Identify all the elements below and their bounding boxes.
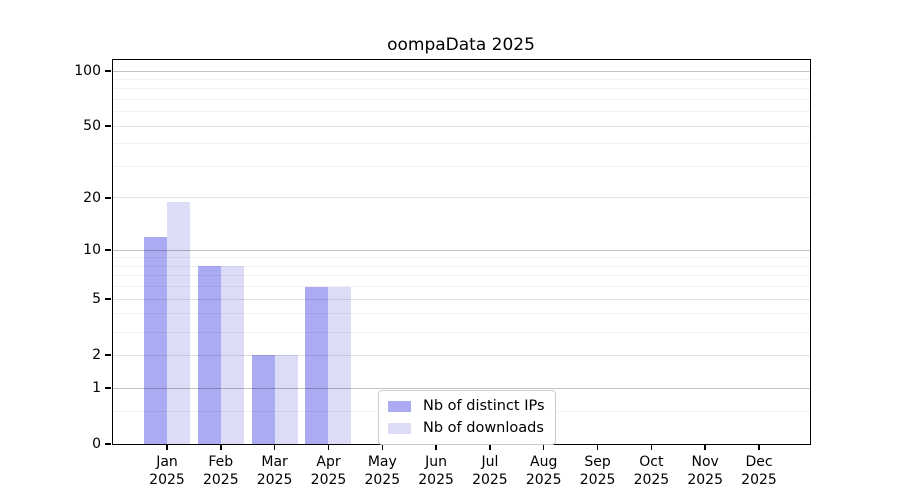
gridline-y-50 <box>113 125 810 127</box>
y-tick-label-50: 50 <box>83 118 101 135</box>
bar-nb-of-downloads-jan <box>167 201 190 444</box>
x-tick-label-oct: Oct 2025 <box>633 454 670 488</box>
x-tick-mar <box>273 444 276 450</box>
y-tick-label-5: 5 <box>92 291 101 308</box>
x-tick-label-feb: Feb 2025 <box>202 454 239 488</box>
gridline-y-3 <box>113 331 810 333</box>
bar-nb-of-distinct-ips-feb <box>197 266 221 444</box>
chart-title: oompaData 2025 <box>387 35 535 55</box>
x-tick-label-jun: Jun 2025 <box>418 454 454 488</box>
legend-item-downloads: Nb of downloads <box>388 419 545 438</box>
x-tick-label-apr: Apr 2025 <box>310 454 347 488</box>
bar-nb-of-downloads-apr <box>328 286 352 444</box>
gridline-y-2 <box>113 354 810 356</box>
y-tick-100 <box>105 70 111 72</box>
x-tick-oct <box>650 444 653 450</box>
bar-nb-of-downloads-mar <box>274 355 298 444</box>
legend-swatch-downloads <box>388 423 411 434</box>
bar-nb-of-distinct-ips-jan <box>144 236 167 444</box>
x-tick-jun <box>435 444 437 450</box>
y-tick-label-2: 2 <box>92 347 101 364</box>
legend-item-distinct-ips: Nb of distinct IPs <box>388 397 545 416</box>
x-tick-jan <box>166 444 168 450</box>
gridline-y-100 <box>113 70 810 72</box>
gridline-y-40 <box>113 143 810 145</box>
legend-label-downloads: Nb of downloads <box>423 420 544 436</box>
bar-nb-of-downloads-feb <box>220 266 244 444</box>
legend: Nb of distinct IPs Nb of downloads <box>378 390 556 445</box>
x-tick-label-sep: Sep 2025 <box>579 454 616 488</box>
x-tick-label-jul: Jul 2025 <box>472 454 508 488</box>
gridline-y-70 <box>113 99 810 100</box>
x-tick-label-mar: Mar 2025 <box>256 454 293 488</box>
y-tick-5 <box>105 298 111 300</box>
gridline-y-10 <box>113 249 810 251</box>
gridline-y-80 <box>113 88 810 90</box>
gridline-y-7 <box>113 275 810 277</box>
x-tick-apr <box>327 444 330 450</box>
x-tick-sep <box>596 444 599 450</box>
y-tick-20 <box>105 197 111 199</box>
x-tick-label-jan: Jan 2025 <box>149 454 185 488</box>
x-tick-label-aug: Aug 2025 <box>525 454 562 488</box>
x-tick-label-dec: Dec 2025 <box>741 454 777 488</box>
bar-nb-of-distinct-ips-mar <box>251 355 275 444</box>
y-tick-10 <box>105 249 111 251</box>
y-tick-label-20: 20 <box>83 189 101 206</box>
gridline-y-4 <box>113 313 810 315</box>
x-tick-label-nov: Nov 2025 <box>687 454 723 488</box>
gridline-y-8 <box>113 265 810 267</box>
x-tick-label-may: May 2025 <box>364 454 401 488</box>
y-tick-label-10: 10 <box>83 242 101 259</box>
bar-nb-of-distinct-ips-apr <box>305 286 329 444</box>
y-tick-1 <box>105 387 111 389</box>
y-tick-0 <box>105 443 111 445</box>
x-tick-jul <box>489 444 491 450</box>
y-tick-label-100: 100 <box>74 63 101 79</box>
gridline-y-9 <box>113 257 810 259</box>
legend-label-distinct-ips: Nb of distinct IPs <box>423 398 545 414</box>
x-tick-aug <box>542 444 545 450</box>
y-tick-50 <box>105 125 111 127</box>
y-tick-label-0: 0 <box>92 436 101 452</box>
x-tick-nov <box>704 444 706 450</box>
legend-swatch-distinct-ips <box>388 401 411 412</box>
plot-area: Nb of distinct IPs Nb of downloads 0 1 2 5 1… <box>74 59 811 488</box>
gridline-y-1 <box>113 387 810 389</box>
gridline-y-6 <box>113 286 810 288</box>
gridline-y-90 <box>113 78 810 80</box>
gridline-y-20 <box>113 197 810 199</box>
gridline-y-60 <box>113 111 810 113</box>
x-tick-may <box>381 444 384 450</box>
y-tick-label-1: 1 <box>92 380 101 396</box>
x-tick-feb <box>220 444 222 450</box>
gridline-y-5 <box>113 298 810 300</box>
gridline-y-30 <box>113 166 810 167</box>
x-tick-dec <box>758 444 760 450</box>
y-tick-2 <box>105 354 111 356</box>
